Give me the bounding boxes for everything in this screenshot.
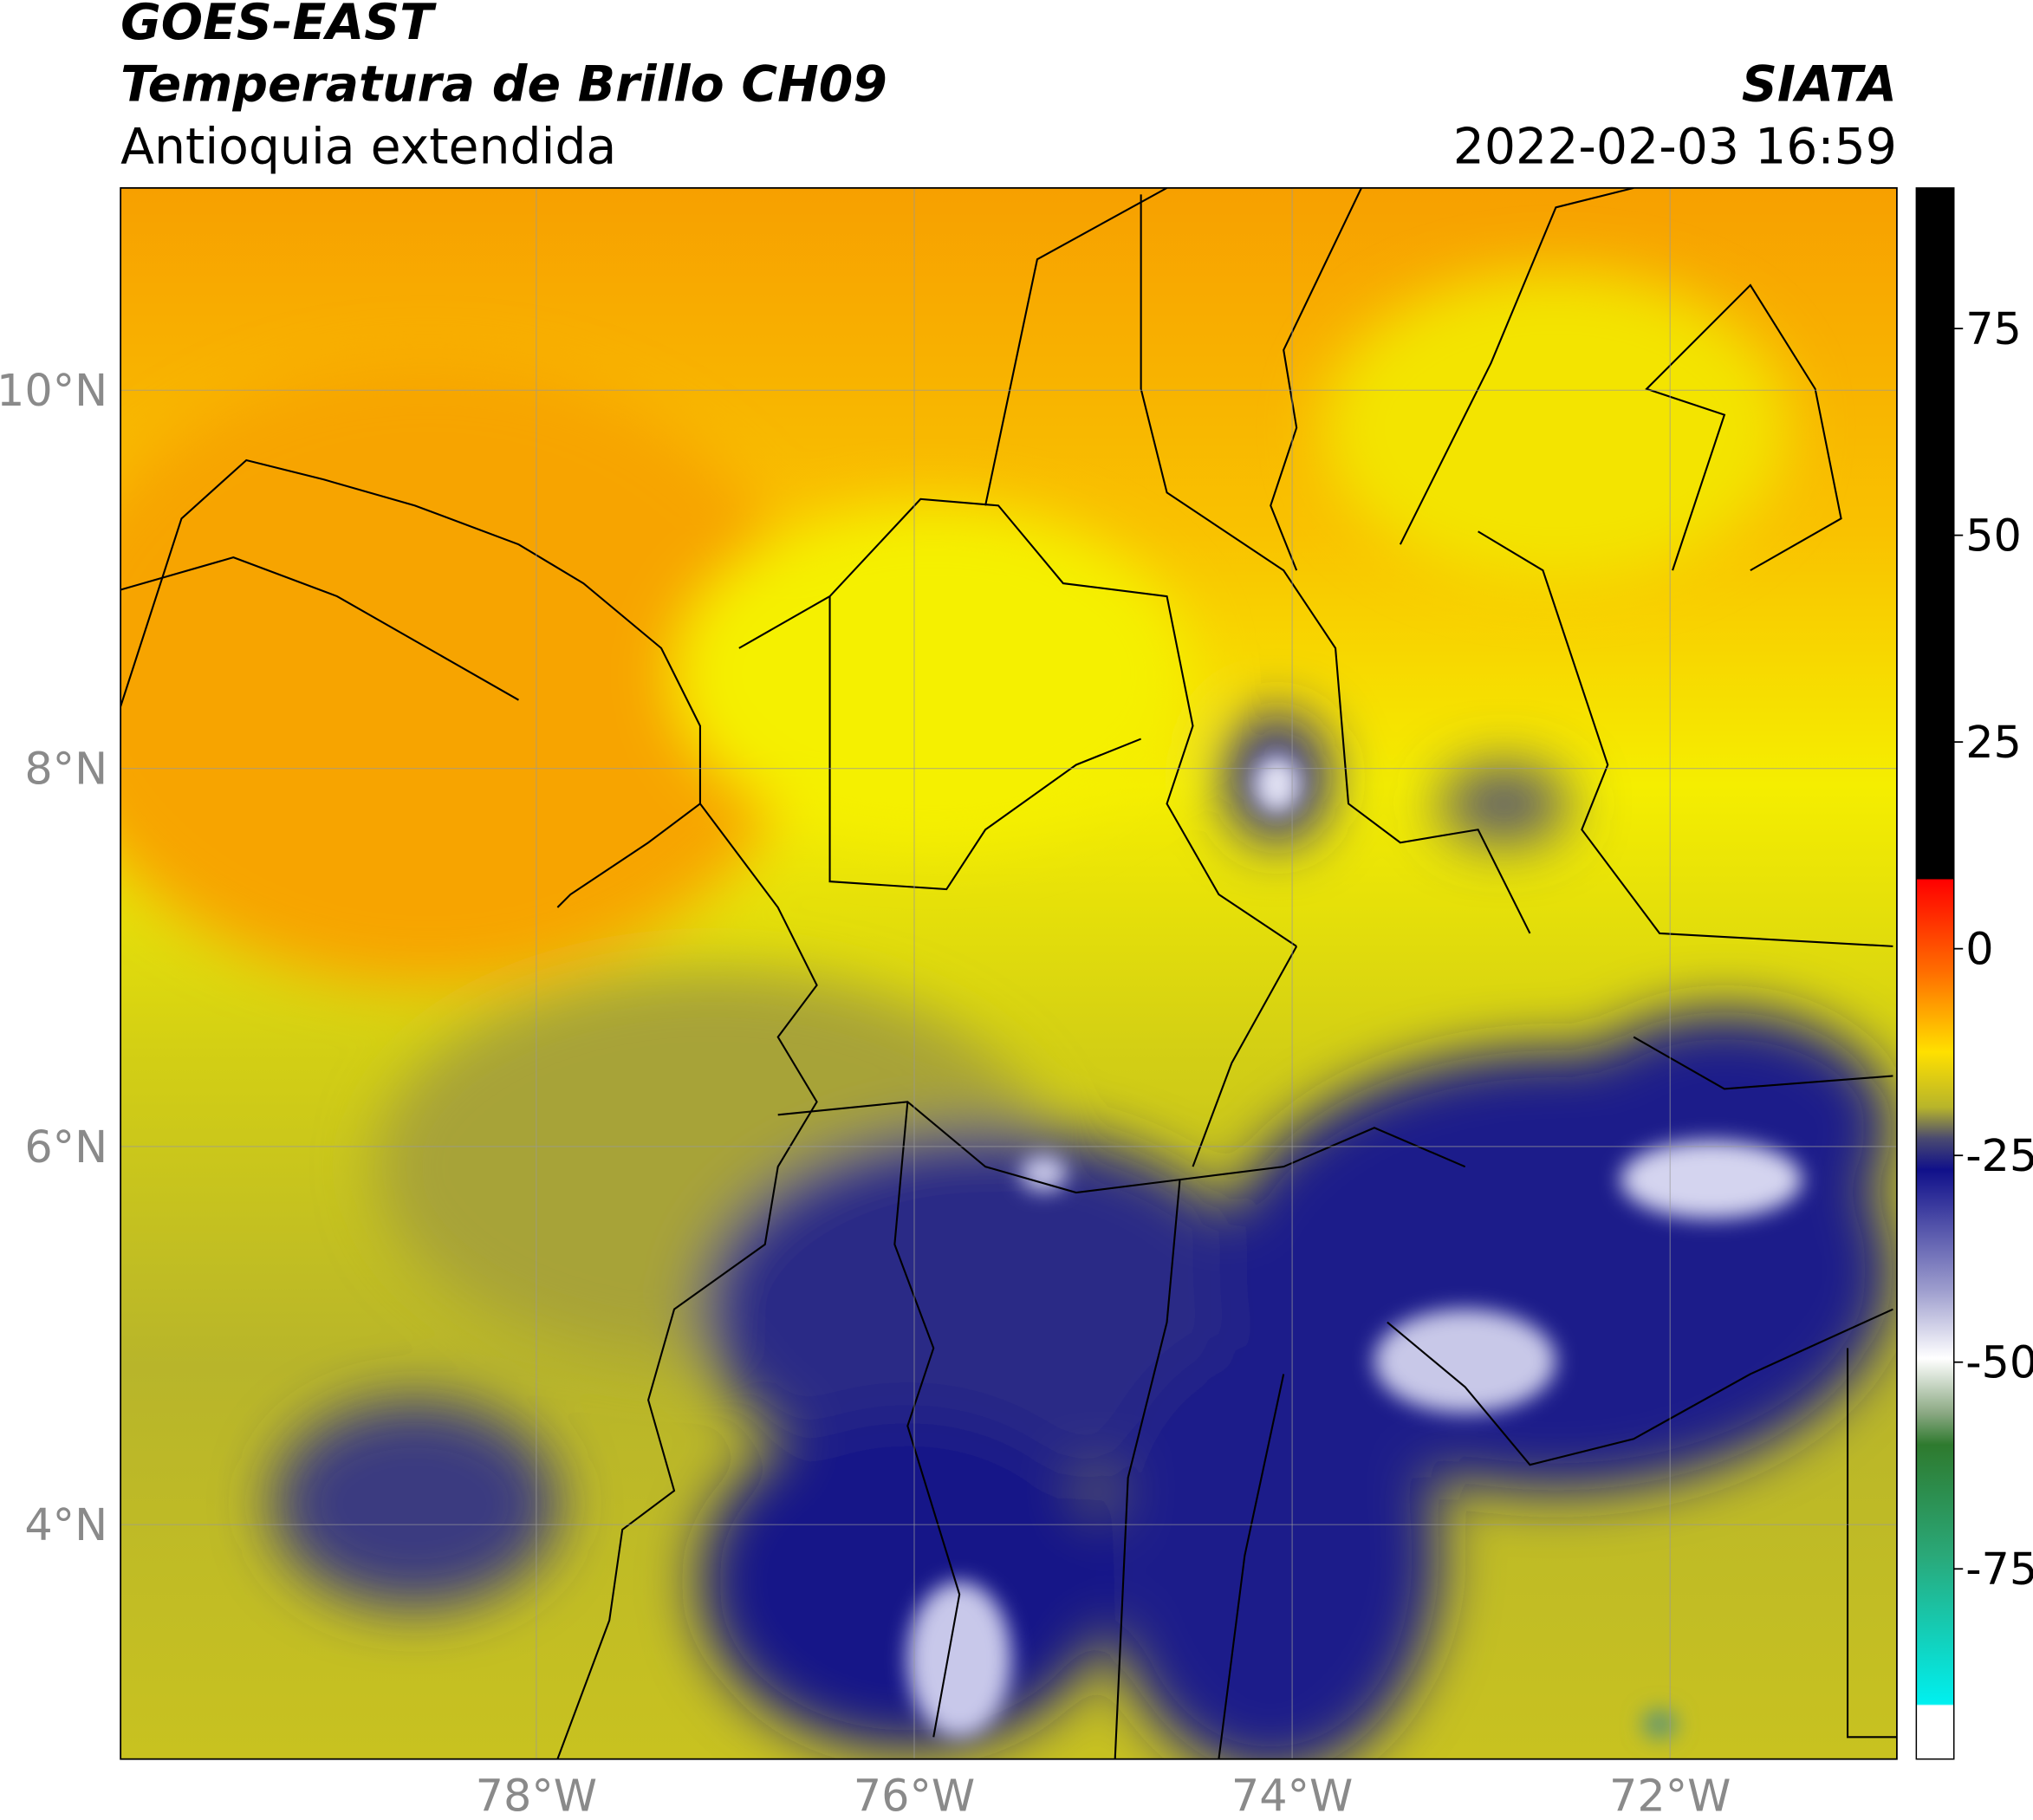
colorbar-label: 50 [1965,510,2022,562]
lon-label: 78°W [476,1771,597,1820]
lat-label: 10°N [0,365,107,416]
colorbar-label: -75 [1965,1544,2033,1595]
map-image [120,187,1897,1759]
graticule [120,187,1897,1759]
map-frame [120,186,1898,1760]
lat-label: 8°N [24,744,107,795]
satellite: GOES-EAST [120,0,437,51]
cold-tops [907,756,1802,1740]
lon-label: 72°W [1609,1771,1731,1820]
lon-label: 74°W [1231,1771,1353,1820]
lat-label: 6°N [24,1121,107,1173]
datetime: 2022-02-03 16:59 [1453,118,1897,175]
colorbar-label: -25 [1965,1130,2033,1181]
lat-label: 4°N [24,1499,107,1550]
lon-label: 76°W [854,1771,975,1820]
borders [120,187,1897,1759]
colorbar-label: -50 [1965,1337,2033,1388]
region: Antioquia extendida [120,118,616,175]
colorbar-label: 0 [1965,924,1993,975]
product: Temperatura de Brillo CH09 [120,56,887,114]
colorbar-label: 75 [1965,303,2022,354]
agency: SIATA [1742,56,1897,114]
colorbar [1915,187,1955,1760]
colorbar-label: 25 [1965,717,2022,768]
